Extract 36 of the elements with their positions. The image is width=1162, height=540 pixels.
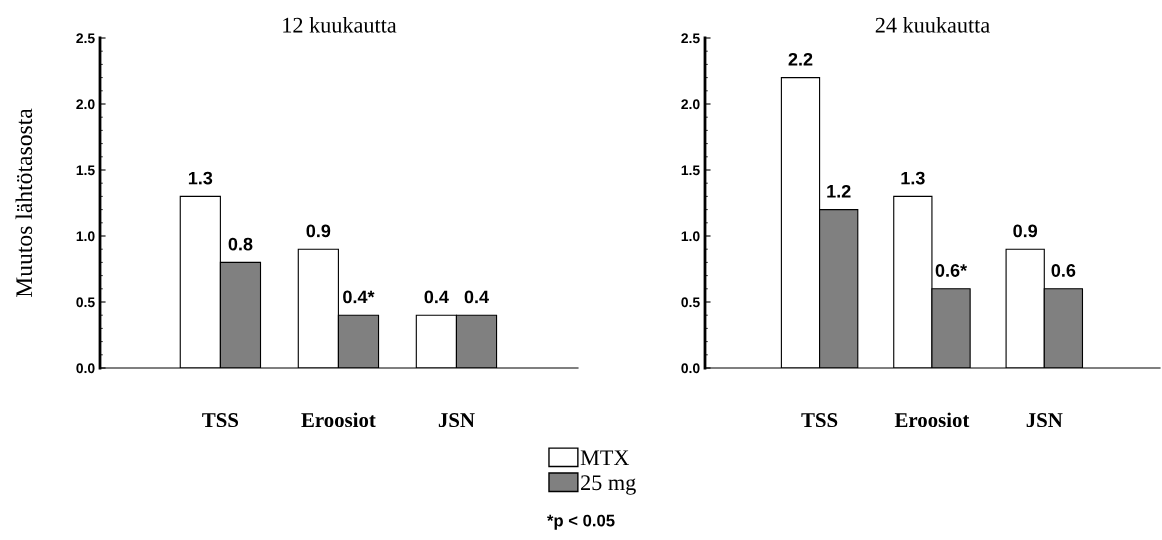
chart-title: 24 kuukautta: [875, 17, 990, 33]
x-tick-label: JSN: [438, 413, 475, 428]
y-tick-label: 1.0: [76, 231, 95, 242]
legend-label: MTX: [580, 450, 630, 465]
data-label: 0.6: [1051, 264, 1076, 277]
x-tick-label: TSS: [801, 413, 838, 428]
y-tick-label: 2.0: [76, 99, 95, 110]
data-label: 0.8: [228, 237, 253, 251]
y-tick-label: 0.0: [76, 363, 95, 374]
data-label: 1.3: [901, 171, 925, 185]
x-tick-label: TSS: [202, 413, 239, 428]
data-label: 0.9: [306, 224, 331, 238]
data-label: 1.2: [827, 184, 851, 198]
chart-title: 12 kuukautta: [283, 17, 397, 33]
y-tick-label: 2.0: [681, 99, 700, 110]
data-label: 2.2: [788, 52, 813, 66]
data-label: 0.4: [424, 290, 449, 304]
x-tick-label: Eroosiot: [894, 412, 970, 428]
y-tick-label: 0.0: [681, 363, 700, 374]
legend-label: 25 mg: [581, 475, 636, 495]
y-tick-label: 0.5: [76, 297, 95, 308]
text: *p < 0.05: [547, 514, 615, 530]
data-label: 0.6*: [935, 264, 968, 277]
y-tick-label: 1.0: [681, 231, 700, 242]
y-axis-title: Muutos lähtötasosta: [15, 108, 33, 298]
x-tick-label: JSN: [1026, 413, 1063, 428]
data-label: 1.3: [188, 171, 213, 185]
y-tick-label: 1.5: [681, 165, 700, 176]
y-tick-label: 1.5: [76, 165, 95, 176]
data-label: 0.4*: [343, 290, 375, 304]
data-label: 0.9: [1013, 224, 1038, 238]
x-tick-label: Eroosiot: [301, 412, 376, 428]
y-tick-label: 2.5: [681, 33, 700, 44]
y-tick-label: 0.5: [681, 297, 700, 308]
data-label: 0.4: [464, 290, 489, 304]
y-tick-label: 2.5: [76, 33, 95, 44]
